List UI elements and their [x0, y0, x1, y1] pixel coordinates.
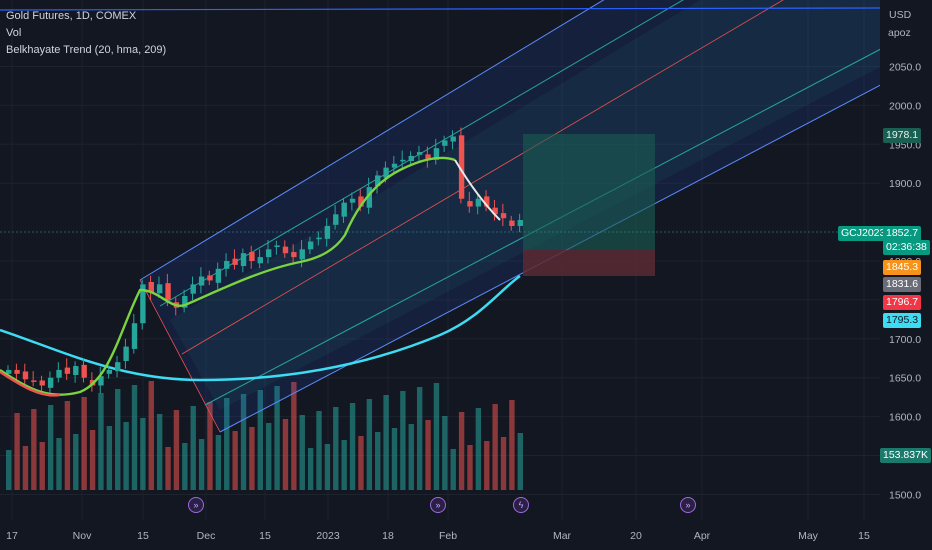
price-tick-label: 1700.0 — [889, 334, 921, 346]
currency-label[interactable]: USD — [889, 9, 912, 21]
hma-curve — [0, 274, 521, 382]
time-tick-label: 15 — [858, 530, 870, 542]
stop-zone[interactable] — [523, 250, 655, 276]
target-zone[interactable] — [523, 134, 655, 250]
volume-value-label: 153.837K — [880, 448, 931, 463]
gray-price-label: 1831.6 — [883, 277, 922, 292]
time-tick-label: Nov — [73, 530, 92, 542]
dividend-icon[interactable]: ϟ — [513, 497, 529, 513]
time-tick-label: 15 — [259, 530, 271, 542]
chart-legend: Gold Futures, 1D, COMEX Vol Belkhayate T… — [6, 8, 166, 59]
orange-price-label: 1845.3 — [883, 260, 922, 275]
price-tick-label: 1650.0 — [889, 373, 921, 385]
split-icon[interactable]: » — [430, 497, 446, 513]
price-tick-label: 1900.0 — [889, 178, 921, 190]
symbol-title[interactable]: Gold Futures, 1D, COMEX — [6, 10, 137, 22]
time-tick-label: Feb — [439, 530, 457, 542]
time-tick-label: 17 — [6, 530, 18, 542]
cyan-price-label: 1795.3 — [883, 313, 922, 328]
candlesticks — [6, 127, 523, 396]
time-tick-label: Apr — [694, 530, 711, 542]
time-tick-label: May — [798, 530, 819, 542]
volume-bars — [6, 381, 523, 490]
time-tick-label: Mar — [553, 530, 572, 542]
price-tick-label: 2050.0 — [889, 61, 921, 73]
price-tick-label: 2000.0 — [889, 100, 921, 112]
split-icon[interactable]: » — [188, 497, 204, 513]
volume-label[interactable]: Vol — [6, 27, 22, 39]
time-tick-label: Dec — [197, 530, 216, 542]
scale-mode[interactable]: apoz — [888, 27, 911, 39]
last-price-label: 1852.7 — [883, 226, 922, 241]
price-tick-label: 1600.0 — [889, 412, 921, 424]
time-axis[interactable]: 17 Nov 15 Dec 15 2023 18 Feb Mar 20 Apr May 15 — [6, 530, 870, 542]
red-price-label: 1796.7 — [883, 295, 922, 310]
countdown-label: 02:36:38 — [883, 240, 930, 255]
target-price-label: 1978.1 — [883, 128, 922, 143]
price-tick-label: 1500.0 — [889, 489, 921, 501]
time-tick-label: 15 — [137, 530, 149, 542]
belkhayate-trend-line — [0, 156, 456, 396]
split-icon[interactable]: » — [680, 497, 696, 513]
time-tick-label: 20 — [630, 530, 642, 542]
time-tick-label: 2023 — [316, 530, 340, 542]
time-tick-label: 18 — [382, 530, 394, 542]
ticker-label: GCJ2023 — [838, 226, 889, 241]
indicator-label[interactable]: Belkhayate Trend (20, hma, 209) — [6, 44, 167, 56]
horizontal-trendline[interactable] — [0, 7, 881, 11]
